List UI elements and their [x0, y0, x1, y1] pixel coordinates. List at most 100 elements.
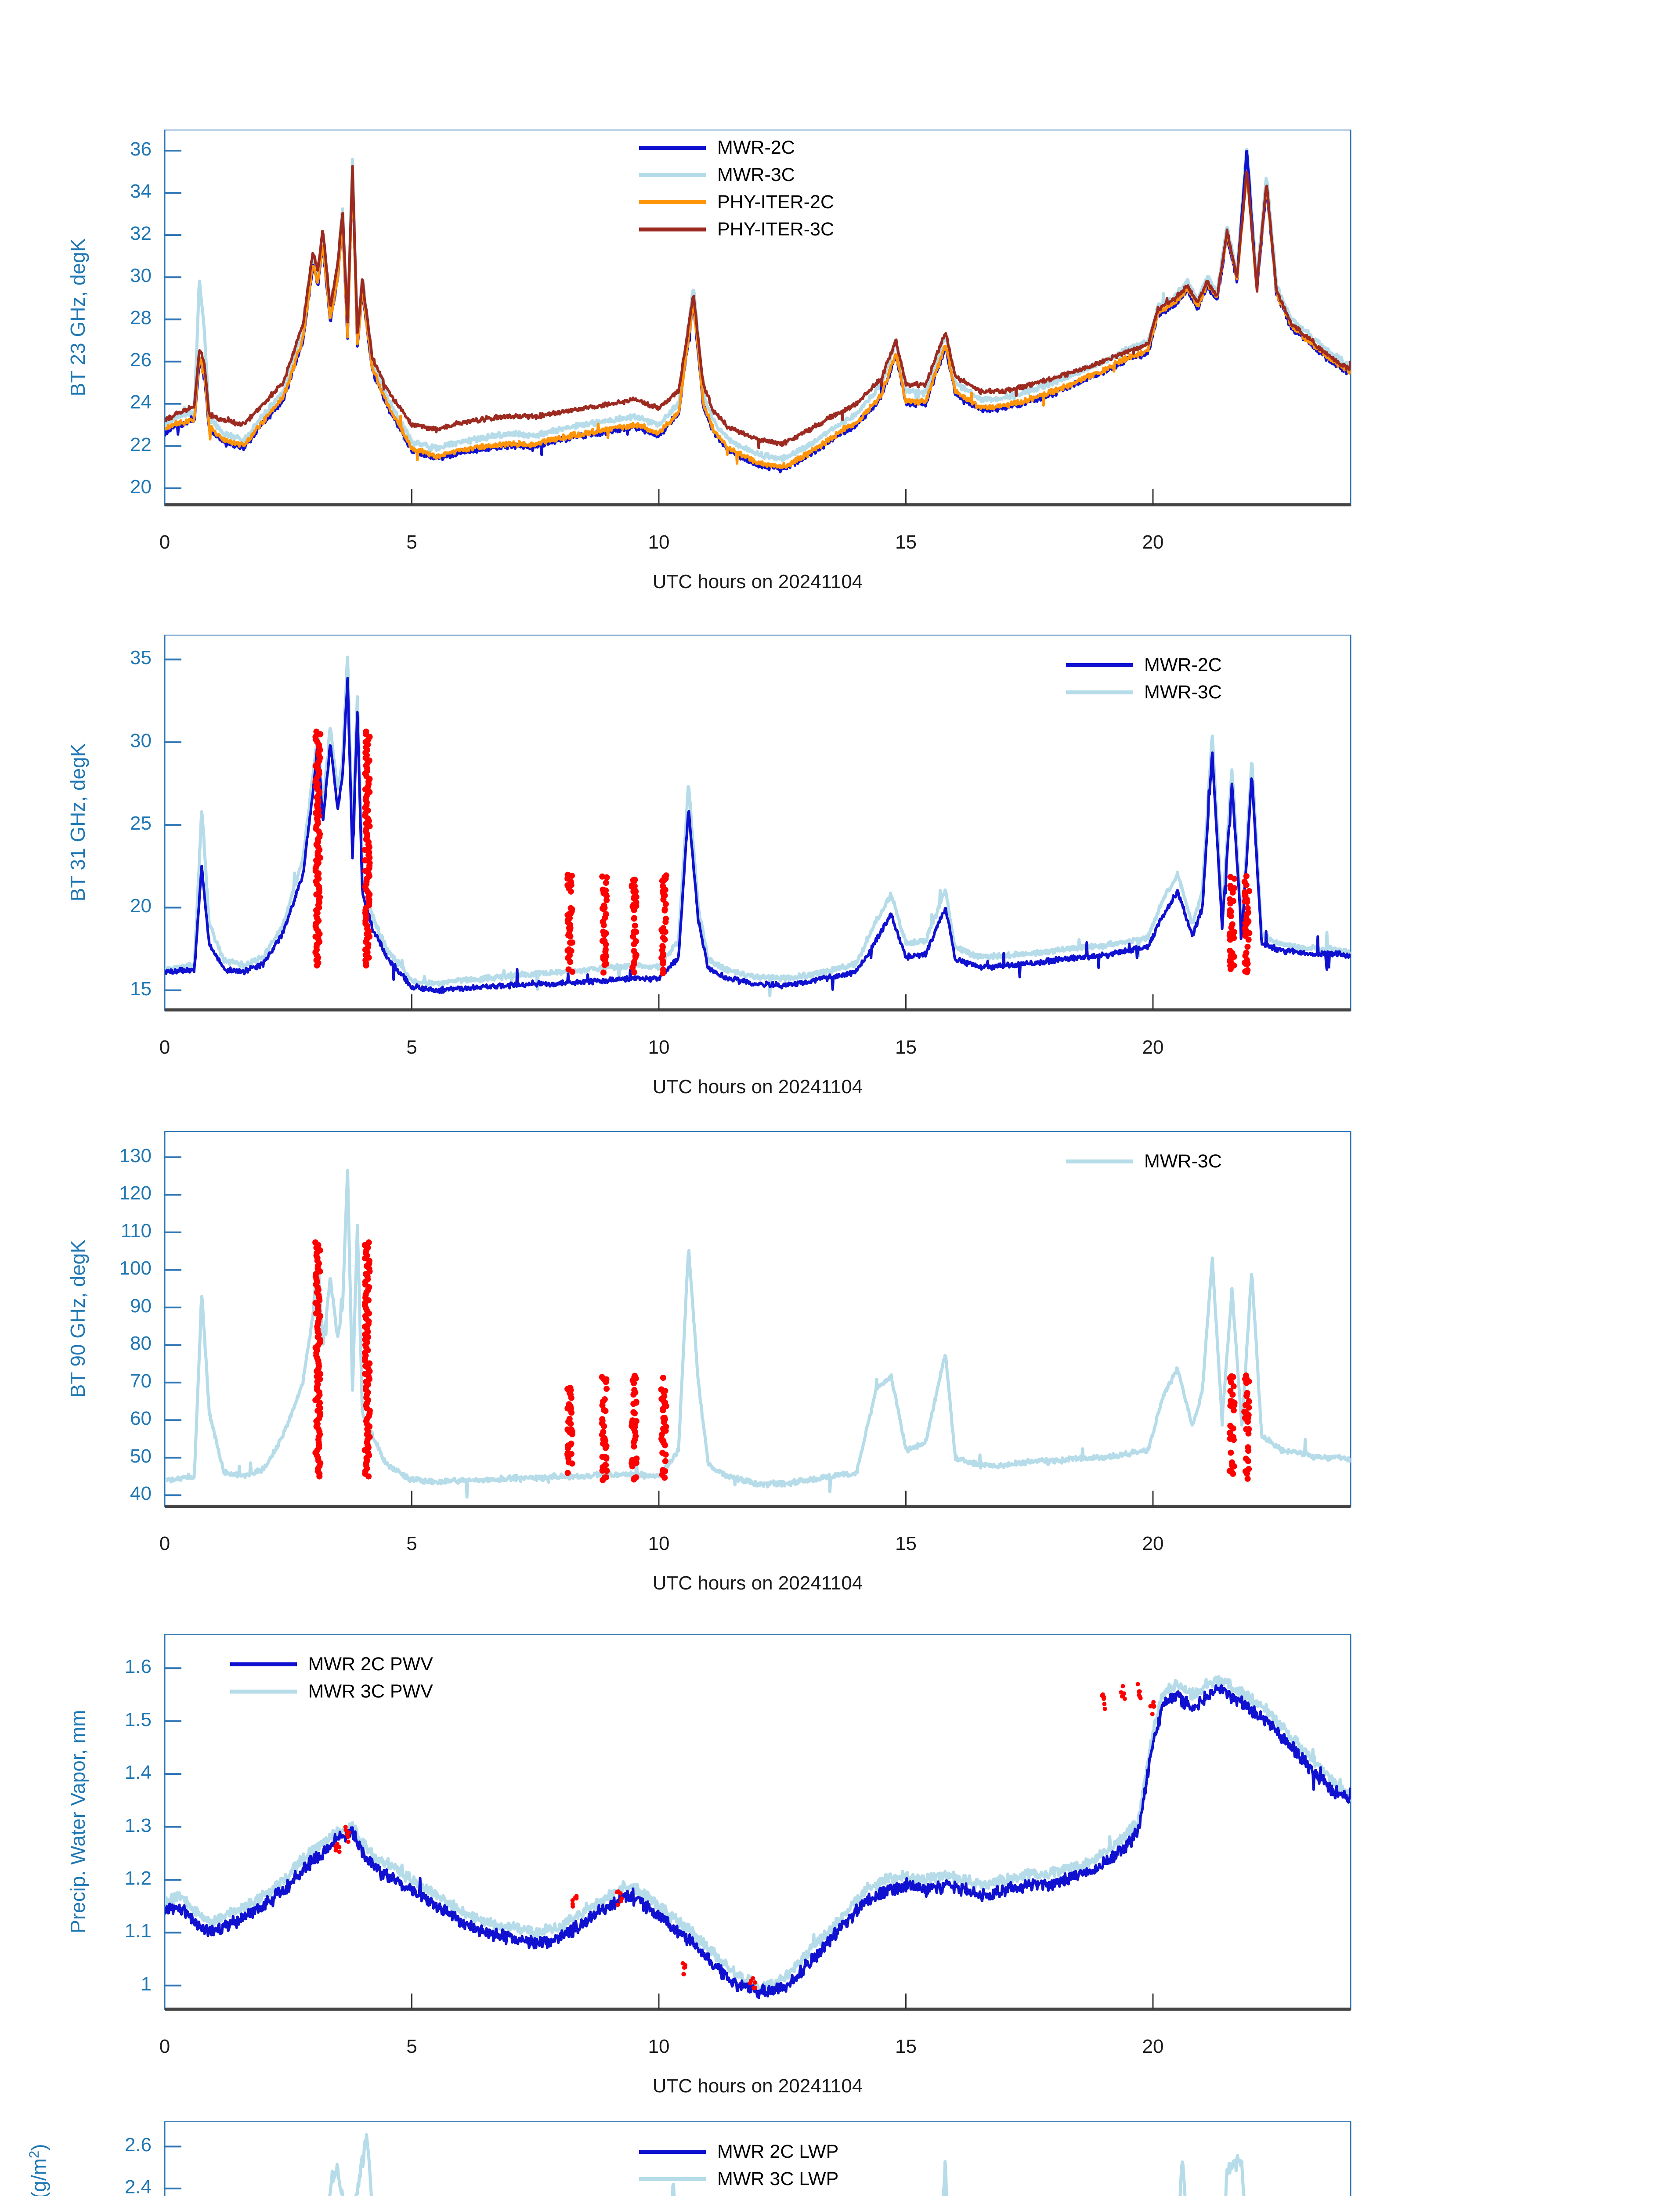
flagged-data-marker [601, 962, 608, 968]
x-axis-label: UTC hours on 20241104 [652, 2075, 863, 2097]
y-tick-label: 110 [120, 1220, 152, 1242]
legend-item[interactable]: MWR 3C LWP [639, 2165, 838, 2192]
flagged-data-marker [366, 1360, 373, 1367]
x-tick-label: 5 [406, 2036, 417, 2057]
flagged-data-marker [565, 966, 572, 973]
flagged-data-marker [630, 888, 637, 895]
y-tick-label: 26 [130, 349, 152, 371]
flagged-data-marker [659, 1449, 666, 1456]
x-tick-label: 10 [648, 531, 670, 553]
flagged-data-marker [633, 1398, 639, 1405]
flagged-data-marker [1231, 935, 1237, 941]
flagged-data-marker [681, 1972, 686, 1976]
flagged-data-marker [753, 1980, 758, 1985]
flagged-data-marker [683, 1963, 687, 1968]
flagged-data-marker [1242, 1402, 1249, 1409]
flagged-data-marker [1245, 936, 1252, 943]
legend-color-swatch-icon [1066, 1159, 1133, 1163]
flagged-data-marker [1120, 1684, 1125, 1689]
flagged-data-marker [660, 935, 666, 941]
y-axis-label-suffix: ) [27, 2144, 51, 2151]
flagged-data-marker [660, 896, 667, 903]
panel-bt31: 15 20 25 30 35 0 5 10 15 20 UTC hours on 20241104 B… [0, 635, 1680, 1111]
flagged-data-marker [602, 946, 609, 953]
legend-item-label: MWR 3C LWP [717, 2168, 839, 2189]
x-tick-label: 5 [406, 531, 417, 553]
x-axis-line [165, 503, 1351, 506]
legend-pwv: MWR 2C PWV MWR 3C PWV [230, 1651, 433, 1705]
legend-item[interactable]: MWR-3C [1066, 1148, 1222, 1175]
legend-bt90: MWR-3C [1066, 1148, 1222, 1175]
plot-area-bt23 [164, 130, 1351, 506]
flagged-data-marker [660, 958, 666, 964]
flagged-data-marker [333, 1844, 338, 1849]
flagged-data-marker [663, 1423, 669, 1430]
y-axis-label: Precip. Water Vapor, mm [66, 1710, 89, 1933]
flagged-data-marker [600, 956, 607, 962]
flagged-data-marker [631, 1476, 637, 1483]
y-tick-label: 22 [130, 433, 152, 455]
flagged-data-marker [1229, 1462, 1236, 1469]
flagged-data-marker [658, 1386, 665, 1393]
flagged-data-marker [599, 1374, 605, 1380]
flagged-data-marker [1242, 959, 1248, 966]
legend-item-label: MWR-3C [1144, 1150, 1222, 1172]
legend-item[interactable]: MWR-3C [639, 161, 834, 188]
x-tick-label: 0 [159, 2036, 170, 2057]
flagged-data-marker [564, 947, 571, 954]
x-axis-line [165, 2008, 1351, 2011]
legend-item-label: MWR-2C [717, 137, 795, 158]
flagged-data-marker [629, 1463, 636, 1470]
plot-area-lwp [164, 2121, 1351, 2196]
legend-item-label: MWR 3C PWV [308, 1680, 433, 1702]
flagged-data-marker [632, 877, 638, 883]
flagged-data-marker [1231, 929, 1237, 935]
flagged-data-marker [1151, 1700, 1156, 1705]
y-axis-label: BT 23 GHz, degK [66, 238, 89, 397]
flagged-data-marker [1241, 889, 1248, 896]
legend-item[interactable]: PHY-ITER-3C [639, 216, 834, 243]
flagged-data-marker [569, 1428, 575, 1435]
flagged-data-marker [567, 933, 574, 940]
legend-item[interactable]: MWR 2C LWP [639, 2138, 838, 2165]
flagged-data-marker [568, 1441, 574, 1447]
legend-item[interactable]: MWR 3C PWV [230, 1678, 433, 1705]
flagged-data-marker [619, 1899, 624, 1903]
series-line [165, 1684, 1351, 1999]
legend-item-label: MWR-2C [1144, 654, 1222, 675]
flagged-data-marker [366, 860, 373, 866]
legend-color-swatch-icon [230, 1689, 297, 1694]
flagged-data-marker [1245, 918, 1252, 925]
flagged-data-marker [1227, 962, 1234, 969]
legend-item[interactable]: MWR 2C PWV [230, 1651, 433, 1678]
legend-item[interactable]: MWR-2C [1066, 651, 1222, 679]
flagged-data-marker [600, 969, 607, 976]
flagged-data-marker [1245, 1448, 1252, 1454]
y-tick-label: 90 [130, 1295, 152, 1317]
flagged-data-marker [1243, 1470, 1250, 1477]
flagged-data-marker [571, 1904, 575, 1909]
x-tick-label: 10 [648, 2036, 670, 2057]
y-tick-label: 70 [130, 1370, 152, 1392]
flagged-data-marker [1120, 1694, 1124, 1699]
flagged-data-marker [567, 925, 574, 931]
flagged-data-marker [658, 1431, 665, 1438]
flagged-data-marker [662, 887, 668, 893]
y-tick-label: 24 [130, 391, 152, 413]
flagged-data-marker [1243, 1380, 1250, 1386]
legend-bt23: MWR-2C MWR-3C PHY-ITER-2C PHY-ITER-3C [639, 134, 834, 243]
flagged-data-marker [630, 1391, 637, 1398]
legend-item[interactable]: PHY-ITER-2C [639, 188, 834, 216]
legend-item[interactable]: MWR-3C [1066, 679, 1222, 706]
series-line [165, 677, 1351, 994]
flagged-data-marker [567, 939, 573, 946]
flagged-data-marker [567, 959, 574, 965]
legend-item[interactable]: MWR-2C [639, 134, 834, 161]
flagged-data-marker [1243, 873, 1250, 879]
flagged-data-marker [603, 1379, 609, 1385]
flagged-data-marker [1244, 1390, 1250, 1396]
flagged-data-marker [661, 1401, 668, 1408]
x-tick-label: 10 [648, 1533, 670, 1554]
flagged-data-marker [564, 1470, 571, 1476]
